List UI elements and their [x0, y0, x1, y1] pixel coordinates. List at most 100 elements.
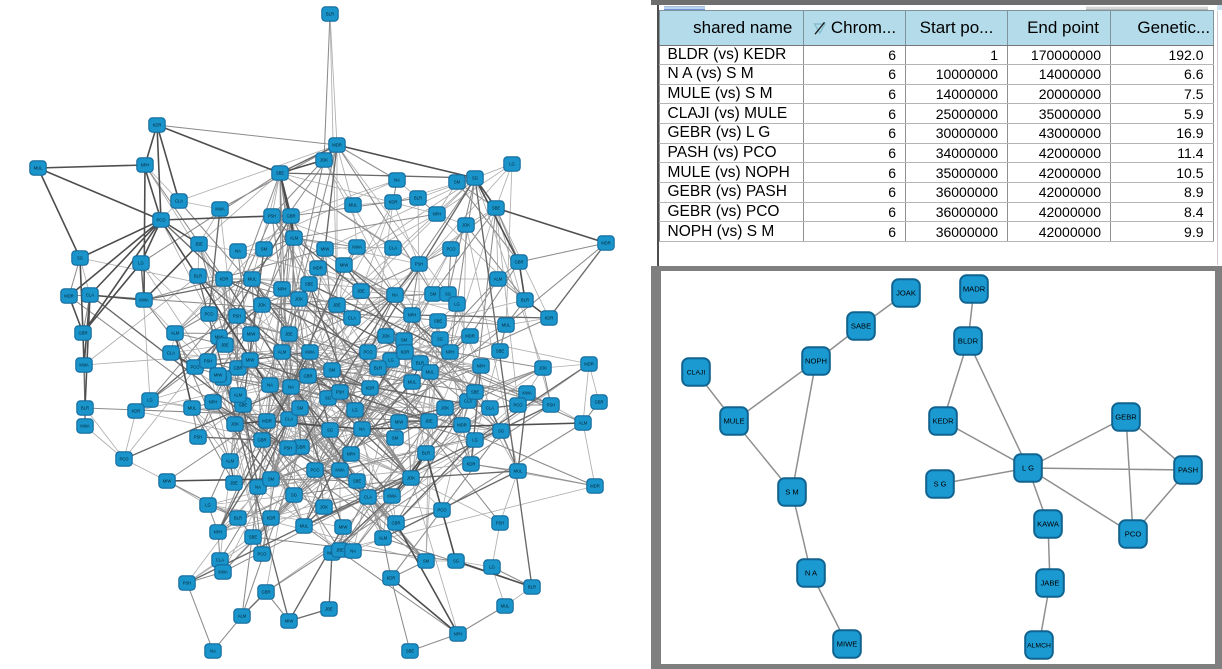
svg-text:SG: SG	[325, 396, 331, 401]
svg-text:SBE: SBE	[496, 349, 505, 354]
svg-text:JBE: JBE	[425, 419, 433, 424]
svg-text:SM: SM	[454, 180, 461, 185]
svg-text:NPH: NPH	[278, 287, 287, 292]
svg-text:JOK: JOK	[462, 223, 470, 228]
svg-text:PSH: PSH	[496, 521, 505, 526]
svg-text:MDR: MDR	[457, 423, 467, 428]
svg-text:SBE: SBE	[353, 479, 362, 484]
svg-text:ALM: ALM	[278, 350, 287, 355]
svg-text:SG: SG	[453, 559, 459, 564]
svg-text:KWA: KWA	[218, 570, 228, 575]
svg-text:PCO: PCO	[190, 365, 200, 370]
svg-text:SABE: SABE	[851, 321, 871, 330]
svg-text:MDR: MDR	[262, 419, 272, 424]
svg-text:S M: S M	[785, 487, 799, 496]
svg-text:JBE: JBE	[336, 548, 344, 553]
svg-text:BLR: BLR	[416, 361, 424, 366]
svg-text:PASH: PASH	[1178, 465, 1198, 474]
svg-text:PSH: PSH	[183, 581, 192, 586]
svg-text:MULE: MULE	[723, 416, 744, 425]
svg-text:KDR: KDR	[389, 200, 398, 205]
svg-text:MDR: MDR	[590, 484, 600, 489]
svg-text:JOK: JOK	[231, 422, 239, 427]
svg-text:LG: LG	[472, 438, 478, 443]
svg-text:MDR: MDR	[465, 334, 475, 339]
svg-text:SG: SG	[291, 493, 297, 498]
svg-text:JOK: JOK	[407, 476, 415, 481]
svg-text:PCO: PCO	[446, 247, 456, 252]
svg-text:SG: SG	[498, 429, 504, 434]
svg-text:MUL: MUL	[502, 323, 512, 328]
svg-text:PCO: PCO	[513, 403, 523, 408]
svg-text:MDR: MDR	[332, 143, 342, 148]
svg-text:NPH: NPH	[433, 212, 442, 217]
svg-text:JBE: JBE	[221, 343, 229, 348]
svg-text:NPH: NPH	[347, 452, 356, 457]
svg-text:JBE: JBE	[325, 607, 333, 612]
svg-text:CLA: CLA	[389, 246, 397, 251]
svg-text:CLA: CLA	[464, 399, 472, 404]
svg-text:NPH: NPH	[141, 163, 150, 168]
svg-text:BLR: BLR	[414, 196, 422, 201]
svg-text:ALM: ALM	[226, 459, 235, 464]
svg-text:KDR: KDR	[401, 350, 410, 355]
svg-text:MIWE: MIWE	[837, 639, 858, 648]
svg-text:NA: NA	[394, 178, 400, 183]
svg-text:PSH: PSH	[547, 403, 556, 408]
svg-text:PSH: PSH	[268, 214, 277, 219]
svg-text:JOK: JOK	[320, 505, 328, 510]
svg-text:SBE: SBE	[249, 535, 258, 540]
svg-text:JOK: JOK	[320, 158, 328, 163]
svg-text:KDR: KDR	[387, 576, 396, 581]
svg-text:BLR: BLR	[234, 516, 242, 521]
svg-text:SBE: SBE	[434, 319, 443, 324]
svg-text:N A: N A	[805, 568, 818, 577]
svg-text:ALM: ALM	[171, 331, 180, 336]
svg-text:LG: LG	[489, 565, 495, 570]
svg-text:ALM: ALM	[238, 614, 247, 619]
svg-text:GBR: GBR	[78, 331, 87, 336]
svg-text:CLA: CLA	[167, 351, 175, 356]
svg-text:MUL: MUL	[501, 604, 511, 609]
svg-text:KDR: KDR	[366, 386, 375, 391]
svg-text:PCO: PCO	[437, 508, 447, 513]
svg-text:KDR: KDR	[545, 316, 554, 321]
svg-text:SBE: SBE	[406, 649, 415, 654]
svg-text:SM: SM	[423, 559, 430, 564]
svg-text:BLR: BLR	[521, 298, 529, 303]
svg-text:PSH: PSH	[204, 359, 213, 364]
svg-text:CLA: CLA	[216, 558, 224, 563]
svg-text:MIW: MIW	[321, 247, 330, 252]
svg-text:GBR: GBR	[286, 214, 295, 219]
svg-text:PCO: PCO	[257, 552, 267, 557]
svg-text:MDR: MDR	[601, 241, 611, 246]
svg-text:NA: NA	[392, 293, 398, 298]
svg-text:GBR: GBR	[261, 590, 270, 595]
svg-text:MIW: MIW	[247, 332, 256, 337]
svg-text:KWA: KWA	[215, 207, 225, 212]
svg-text:PCO: PCO	[1125, 529, 1142, 538]
svg-text:MUL: MUL	[408, 380, 418, 385]
svg-text:JBE: JBE	[230, 481, 238, 486]
svg-text:MIW: MIW	[246, 358, 255, 363]
svg-text:ALMCH: ALMCH	[1027, 642, 1051, 649]
svg-text:BLDR: BLDR	[958, 336, 979, 345]
svg-text:PCO: PCO	[363, 350, 373, 355]
svg-text:KWA: KWA	[387, 494, 397, 499]
svg-text:JOK: JOK	[441, 406, 449, 411]
svg-text:PSH: PSH	[415, 262, 424, 267]
svg-text:SM: SM	[297, 406, 304, 411]
svg-text:SM: SM	[430, 292, 437, 297]
svg-text:ALM: ALM	[234, 393, 243, 398]
svg-text:NA: NA	[235, 249, 241, 254]
svg-text:BLR: BLR	[528, 585, 536, 590]
svg-text:GBR: GBR	[257, 438, 266, 443]
svg-text:CLA: CLA	[348, 316, 356, 321]
svg-text:GBR: GBR	[303, 374, 312, 379]
svg-text:KDR: KDR	[467, 462, 476, 467]
svg-text:KAWA: KAWA	[1037, 519, 1060, 528]
svg-text:JABE: JABE	[1041, 578, 1060, 587]
svg-text:PSH: PSH	[233, 314, 242, 319]
svg-text:JBE: JBE	[195, 242, 203, 247]
svg-text:CLA: CLA	[486, 406, 494, 411]
